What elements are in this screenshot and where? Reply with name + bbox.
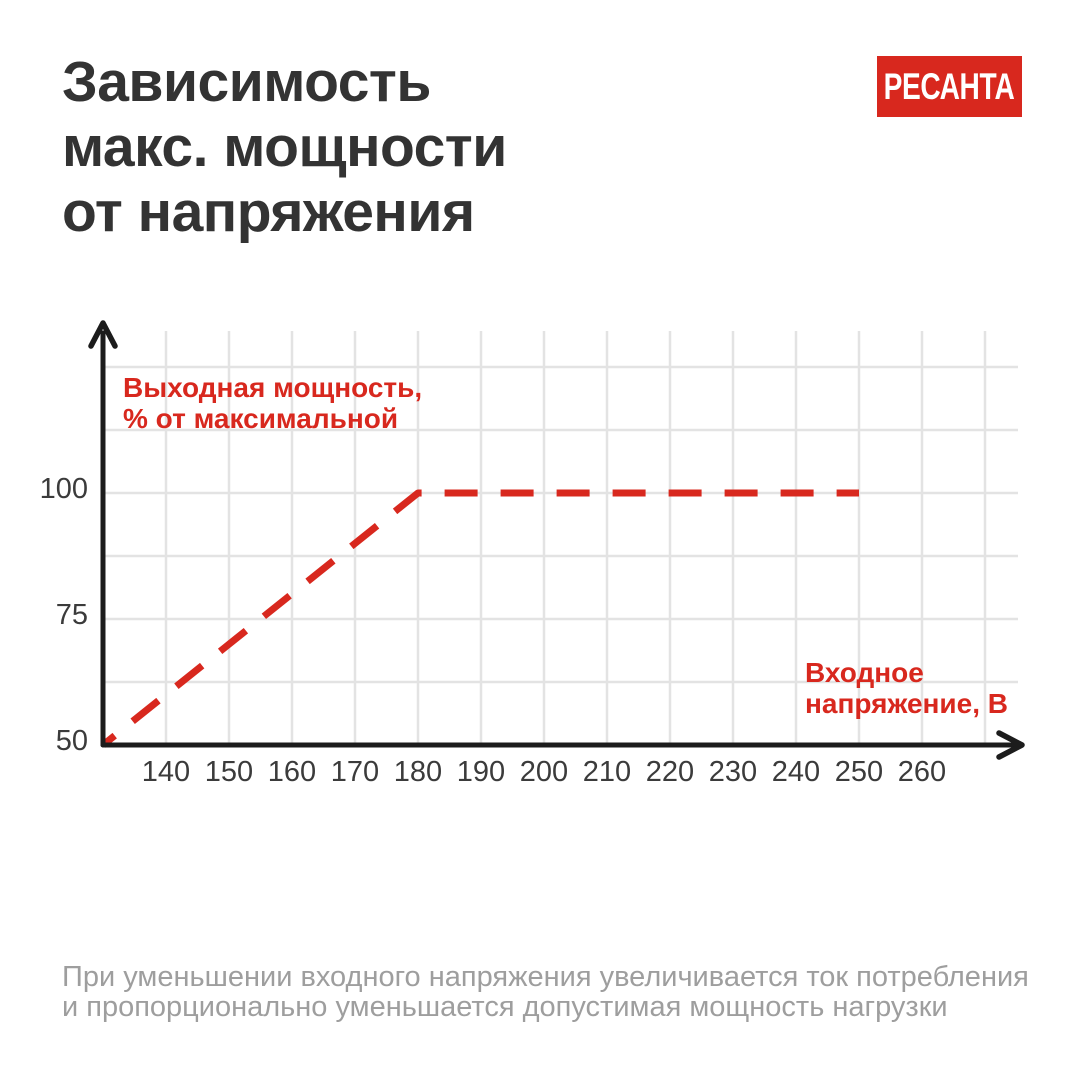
x-tick-label: 200 [520,756,568,788]
x-tick-label: 170 [331,756,379,788]
x-tick-label: 240 [772,756,820,788]
x-tick-label: 180 [394,756,442,788]
page-title: Зависимость макс. мощности от напряжения [62,50,507,245]
page-title-line: макс. мощности [62,115,507,179]
y-axis-label-line: Выходная мощность, [123,372,423,403]
x-axis-arrow-icon [996,730,1025,760]
y-tick-label: 75 [56,599,88,631]
x-tick-label: 230 [709,756,757,788]
x-tick-label: 160 [268,756,316,788]
footnote-line: При уменьшении входного напряжения увели… [62,961,1029,993]
brand-logo-text: РЕСАНТА [884,65,1015,107]
x-tick-label: 220 [646,756,694,788]
page-title-line: от напряжения [62,180,475,244]
x-tick-label: 140 [142,756,190,788]
x-tick-label: 190 [457,756,505,788]
footnote-line: и пропорционально уменьшается допустимая… [62,991,948,1023]
y-tick-label: 50 [56,725,88,757]
x-tick-label: 250 [835,756,883,788]
x-axis-label-line: напряжение, В [805,688,1008,719]
power-curve [100,489,859,748]
x-tick-label: 150 [205,756,253,788]
x-axis-label: Входное напряжение, В [805,657,1008,719]
x-tick-label: 260 [898,756,946,788]
x-tick-label: 210 [583,756,631,788]
y-tick-label: 100 [40,473,88,505]
y-axis-label-line: % от максимальной [123,403,399,434]
page-title-line: Зависимость [62,50,431,114]
x-axis-label-line: Входное [805,657,924,688]
footnote: При уменьшении входного напряжения увели… [62,962,1029,1022]
brand-logo: РЕСАНТА [877,56,1022,117]
y-axis-arrow-icon [88,320,118,349]
y-axis-label: Выходная мощность, % от максимальной [123,372,422,434]
